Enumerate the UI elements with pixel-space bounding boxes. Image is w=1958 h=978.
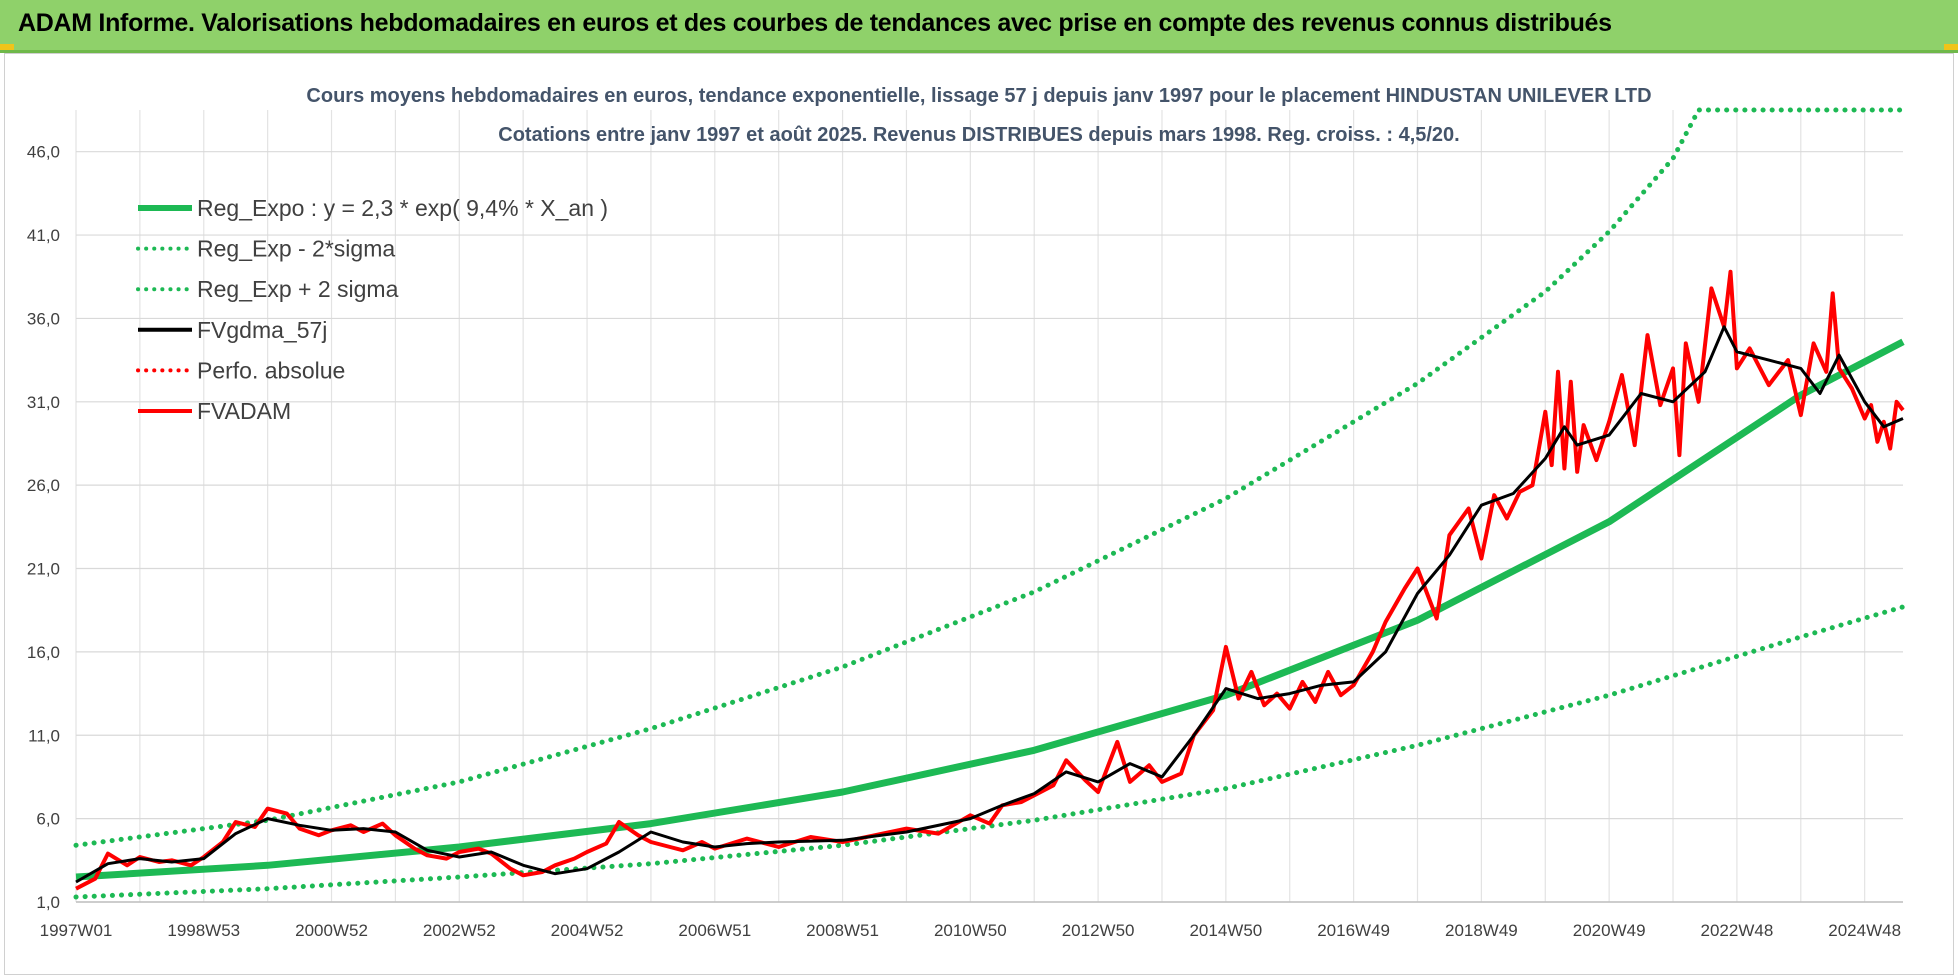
y-tick-label: 46,0 bbox=[27, 143, 60, 162]
axis-layer: 1,0 6,0 11,0 16,0 21,0 26,0 31,0 36,0 41,0 46,0 19… bbox=[27, 143, 1903, 940]
series-layer bbox=[73, 107, 1906, 900]
x-tick-label: 2024W48 bbox=[1828, 921, 1901, 940]
y-tick-label: 6,0 bbox=[36, 810, 60, 829]
x-tick-label: 2018W49 bbox=[1445, 921, 1518, 940]
chart-frame bbox=[4, 53, 1954, 975]
x-tick-label: 2010W50 bbox=[934, 921, 1007, 940]
legend-label-2: Reg_Exp + 2 sigma bbox=[197, 276, 399, 302]
x-tick-label: 2000W52 bbox=[295, 921, 368, 940]
corner-mark-left bbox=[0, 44, 14, 50]
banner-title: ADAM Informe. Valorisations hebdomadaire… bbox=[18, 9, 1612, 37]
x-tick-label: 2004W52 bbox=[551, 921, 624, 940]
legend-label-5: FVADAM bbox=[197, 398, 291, 424]
series-line-3 bbox=[75, 325, 1904, 884]
chart-subtitle: Cotations entre janv 1997 et août 2025. … bbox=[498, 124, 1459, 146]
x-tick-label: 2008W51 bbox=[806, 921, 879, 940]
series-line-2 bbox=[73, 107, 1906, 848]
y-tick-label: 41,0 bbox=[27, 226, 60, 245]
x-tick-label: 2012W50 bbox=[1062, 921, 1135, 940]
x-tick-label: 2016W49 bbox=[1317, 921, 1390, 940]
report-banner: ADAM Informe. Valorisations hebdomadaire… bbox=[0, 0, 1958, 53]
x-tick-label: 1997W01 bbox=[40, 921, 113, 940]
series-line-0 bbox=[75, 338, 1905, 881]
legend-label-4: Perfo. absolue bbox=[197, 357, 345, 383]
x-tick-label: 2002W52 bbox=[423, 921, 496, 940]
legend-label-3: FVgdma_57j bbox=[197, 317, 327, 343]
legend-label-0: Reg_Expo : y = 2,3 * exp( 9,4% * X_an ) bbox=[197, 195, 608, 221]
y-tick-label: 31,0 bbox=[27, 393, 60, 412]
y-tick-label: 36,0 bbox=[27, 309, 60, 328]
y-tick-label: 1,0 bbox=[36, 893, 60, 912]
x-tick-label: 1998W53 bbox=[167, 921, 240, 940]
x-tick-label: 2020W49 bbox=[1573, 921, 1646, 940]
x-tick-label: 2014W50 bbox=[1189, 921, 1262, 940]
chart-title: Cours moyens hebdomadaires en euros, ten… bbox=[306, 85, 1651, 107]
series-line-5 bbox=[75, 269, 1905, 891]
corner-mark-right bbox=[1944, 44, 1958, 50]
series-line-1 bbox=[73, 604, 1906, 900]
legend-label-1: Reg_Exp - 2*sigma bbox=[197, 236, 395, 262]
x-tick-label: 2006W51 bbox=[678, 921, 751, 940]
y-tick-label: 11,0 bbox=[28, 726, 60, 745]
y-tick-label: 21,0 bbox=[27, 560, 60, 579]
y-tick-label: 26,0 bbox=[27, 476, 60, 495]
chart-legend: Reg_Expo : y = 2,3 * exp( 9,4% * X_an ) R… bbox=[136, 195, 608, 424]
y-tick-label: 16,0 bbox=[27, 643, 60, 662]
x-tick-label: 2022W48 bbox=[1701, 921, 1774, 940]
